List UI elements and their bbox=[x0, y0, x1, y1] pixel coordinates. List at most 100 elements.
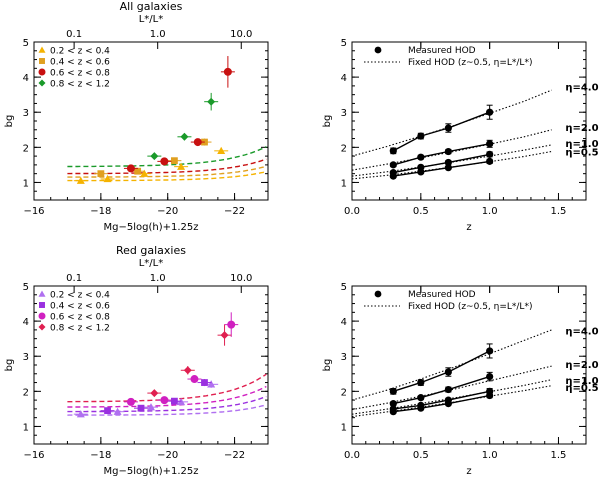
y-tick-label: 3 bbox=[341, 108, 347, 119]
y-tick-label: 2 bbox=[23, 387, 29, 398]
fixed-hod-line bbox=[351, 144, 552, 177]
data-point-diamond bbox=[38, 79, 46, 87]
measured-hod-line bbox=[393, 375, 490, 405]
legend-label-fixed: Fixed HOD (z~0.5, η=L*/L*) bbox=[408, 302, 532, 312]
x-axis-label: z bbox=[466, 222, 471, 233]
eta-label: η=1.0 bbox=[565, 139, 598, 150]
legend-marker-measured bbox=[374, 46, 382, 54]
measured-hod-line bbox=[393, 350, 490, 392]
legend-label: 0.4 < z < 0.6 bbox=[50, 58, 110, 68]
legend: 0.2 < z < 0.40.4 < z < 0.60.6 < z < 0.80… bbox=[38, 290, 110, 334]
x-tick-label: 1.5 bbox=[551, 450, 567, 461]
data-point-circle bbox=[389, 387, 397, 395]
series-points bbox=[73, 146, 229, 184]
legend-label: 0.2 < z < 0.4 bbox=[50, 47, 110, 57]
fixed-hod-line bbox=[351, 379, 552, 415]
data-point-circle bbox=[38, 312, 46, 320]
legend: Measured HOD Fixed HOD (z~0.5, η=L*/L*) bbox=[364, 290, 532, 312]
data-point-square bbox=[137, 404, 145, 412]
y-tick-label: 4 bbox=[341, 317, 347, 328]
data-point-triangle bbox=[76, 176, 85, 184]
top-tick-label: 0.1 bbox=[66, 29, 82, 40]
y-axis-label: bg bbox=[4, 359, 15, 372]
data-point-diamond bbox=[220, 331, 229, 340]
hod-curve bbox=[67, 170, 267, 182]
legend-marker-measured bbox=[374, 290, 382, 298]
x-tick-label: 1.0 bbox=[482, 206, 498, 217]
data-point-triangle bbox=[140, 169, 149, 177]
x-tick-label: 1.5 bbox=[551, 206, 567, 217]
data-point-circle bbox=[193, 138, 202, 147]
data-point-triangle bbox=[76, 410, 85, 418]
data-point-triangle bbox=[177, 162, 186, 170]
legend: 0.2 < z < 0.40.4 < z < 0.60.6 < z < 0.80… bbox=[38, 46, 110, 90]
y-tick-label: 4 bbox=[23, 73, 29, 84]
eta-series: η=1.0 bbox=[351, 139, 599, 177]
legend-label: 0.2 < z < 0.4 bbox=[50, 291, 110, 301]
data-point-circle bbox=[227, 320, 236, 329]
measured-hod-line bbox=[392, 111, 490, 152]
data-point-circle bbox=[389, 161, 397, 169]
x-tick-label: −18 bbox=[90, 206, 111, 217]
data-point-square bbox=[39, 302, 45, 308]
series-points bbox=[147, 324, 232, 398]
eta-label: η=0.5 bbox=[565, 148, 598, 159]
data-point-diamond bbox=[180, 132, 189, 141]
y-tick-label: 1 bbox=[341, 178, 347, 189]
data-point-circle bbox=[160, 157, 169, 166]
y-tick-label: 2 bbox=[341, 143, 347, 154]
data-point-square bbox=[134, 167, 142, 175]
eta-series: η=4.0 bbox=[351, 327, 599, 401]
data-point-triangle bbox=[207, 380, 216, 388]
data-point-triangle bbox=[38, 46, 46, 53]
data-point-diamond bbox=[38, 323, 46, 331]
legend-label: 0.8 < z < 1.2 bbox=[50, 80, 110, 90]
y-axis-label: bg bbox=[322, 359, 333, 372]
y-tick-label: 5 bbox=[341, 282, 347, 293]
data-point-circle bbox=[417, 394, 425, 402]
data-point-circle bbox=[444, 124, 452, 132]
x-tick-label: −20 bbox=[157, 450, 178, 461]
y-tick-label: 3 bbox=[23, 352, 29, 363]
data-point-square bbox=[171, 157, 178, 165]
series-points bbox=[73, 380, 219, 418]
x-axis-label: Mg−5log(h)+1.25z bbox=[104, 466, 199, 477]
measured-hod-line bbox=[393, 390, 490, 410]
data-point-circle bbox=[444, 368, 452, 376]
series-points bbox=[123, 56, 235, 173]
y-tick-label: 1 bbox=[23, 422, 29, 433]
legend-label-fixed: Fixed HOD (z~0.5, η=L*/L*) bbox=[408, 58, 532, 68]
hod-curve bbox=[67, 165, 267, 178]
data-point-circle bbox=[417, 132, 425, 140]
y-tick-label: 2 bbox=[23, 143, 29, 154]
legend-label: 0.4 < z < 0.6 bbox=[50, 302, 110, 312]
data-point-square bbox=[201, 379, 208, 386]
x-tick-label: 0.0 bbox=[344, 206, 360, 217]
eta-series: η=0.5 bbox=[351, 148, 599, 180]
x-tick-label: −16 bbox=[23, 206, 44, 217]
y-tick-label: 2 bbox=[341, 387, 347, 398]
hod-curve bbox=[67, 385, 267, 408]
y-tick-label: 1 bbox=[23, 178, 29, 189]
eta-label: η=1.0 bbox=[565, 376, 598, 387]
hod-curve bbox=[67, 395, 267, 413]
eta-series: η=4.0 bbox=[351, 83, 599, 157]
data-point-circle bbox=[444, 164, 452, 172]
eta-series: η=2.0 bbox=[351, 360, 599, 411]
eta-series: η=0.5 bbox=[351, 383, 599, 418]
x-tick-label: −16 bbox=[23, 450, 44, 461]
data-point-diamond bbox=[207, 97, 216, 106]
data-point-triangle bbox=[147, 403, 155, 411]
eta-label: η=4.0 bbox=[565, 83, 598, 94]
legend-label-measured: Measured HOD bbox=[408, 290, 476, 300]
top-axis-label: L*/L* bbox=[139, 14, 164, 25]
eta-label: η=2.0 bbox=[565, 360, 598, 371]
hod-curve bbox=[67, 146, 267, 168]
legend: Measured HOD Fixed HOD (z~0.5, η=L*/L*) bbox=[364, 46, 532, 68]
top-tick-label: 10.0 bbox=[230, 29, 252, 40]
eta-label: η=2.0 bbox=[565, 123, 598, 134]
data-point-circle bbox=[38, 68, 46, 76]
x-tick-label: −22 bbox=[224, 450, 245, 461]
legend-label: 0.6 < z < 0.8 bbox=[50, 69, 110, 79]
